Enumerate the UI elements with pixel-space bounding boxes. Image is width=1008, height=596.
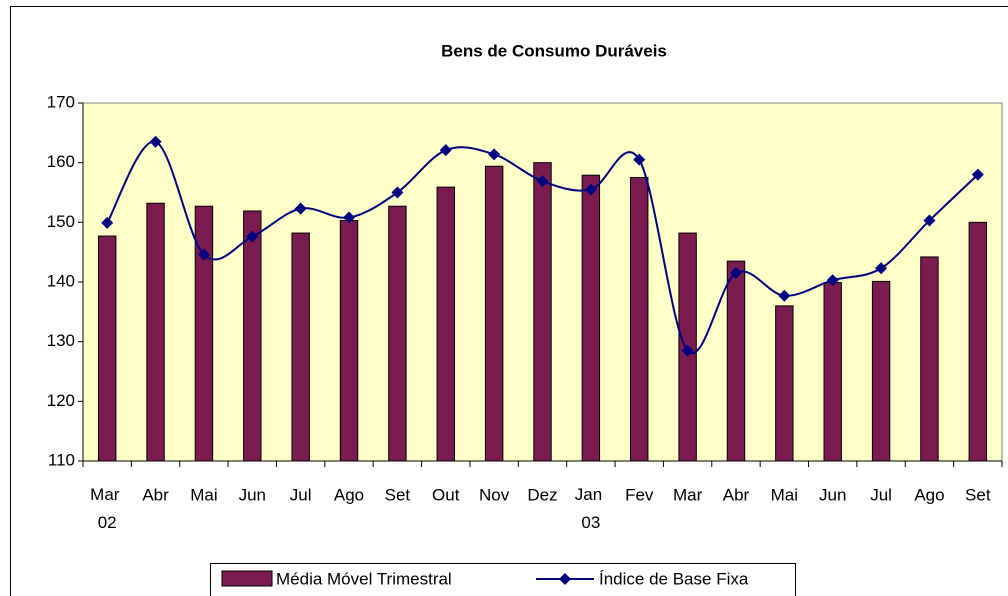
bar	[920, 256, 939, 462]
x-tick-label: Set	[385, 485, 411, 504]
bar	[243, 210, 262, 462]
x-tick-label: Fev	[625, 485, 654, 504]
marker	[681, 344, 694, 357]
marker	[923, 214, 936, 227]
marker	[971, 168, 984, 181]
marker	[778, 289, 791, 302]
bar	[823, 282, 842, 462]
legend-label: Média Móvel Trimestral	[276, 569, 452, 588]
bar	[146, 202, 165, 462]
legend-box	[210, 563, 796, 596]
x-tick-label: Ago	[914, 485, 944, 504]
marker	[439, 144, 452, 157]
x-tick-label: Mai	[771, 485, 798, 504]
y-tick-label: 120	[47, 391, 75, 410]
bar	[968, 221, 988, 462]
marker	[197, 248, 210, 261]
bar	[484, 165, 504, 462]
x-tick-label: Dez	[527, 485, 557, 504]
x-tick-label: Abr	[142, 485, 169, 504]
y-tick-label: 160	[47, 152, 75, 171]
x-tick-label: Abr	[723, 485, 750, 504]
y-tick-label: 150	[47, 212, 75, 231]
bar	[436, 186, 455, 462]
marker	[488, 148, 501, 161]
legend-marker	[559, 573, 571, 585]
x-tick-label: Jun	[239, 485, 266, 504]
y-tick-label: 110	[48, 450, 75, 469]
x-tick-label: Mar 02	[90, 485, 124, 532]
x-tick-label: Mar	[673, 485, 703, 504]
bar	[726, 260, 746, 462]
marker	[343, 211, 356, 224]
bar	[291, 232, 310, 462]
marker	[536, 175, 549, 188]
bar	[97, 235, 117, 462]
y-tick-label: 170	[47, 92, 75, 111]
line	[106, 140, 979, 355]
marker	[391, 186, 404, 199]
legend-swatch	[221, 570, 273, 587]
marker	[149, 135, 162, 148]
marker	[584, 183, 597, 196]
bar	[630, 177, 649, 462]
marker	[294, 202, 307, 215]
marker	[826, 274, 839, 287]
x-tick-label: Jul	[870, 485, 892, 504]
x-tick-label: Nov	[479, 485, 510, 504]
bar	[581, 174, 601, 462]
x-tick-label: Ago	[334, 485, 364, 504]
marker	[101, 216, 114, 229]
marker	[633, 153, 646, 166]
bar	[775, 305, 794, 462]
chart-title: Bens de Consumo Duráveis	[441, 41, 667, 60]
x-tick-label: Jun	[819, 485, 846, 504]
y-tick-label: 130	[47, 331, 75, 350]
x-tick-label: Set	[965, 485, 991, 504]
marker	[875, 262, 888, 275]
bar	[339, 220, 359, 462]
x-tick-label: Mai	[190, 485, 217, 504]
x-tick-label: Jul	[290, 485, 312, 504]
bar	[533, 162, 552, 462]
x-tick-label: Jan 03	[575, 485, 607, 532]
y-tick-label: 140	[47, 271, 75, 290]
bar	[388, 205, 407, 462]
marker	[729, 267, 742, 280]
x-tick-label: Out	[432, 485, 460, 504]
bar	[871, 280, 891, 462]
marker	[246, 230, 259, 243]
legend-label: Índice de Base Fixa	[599, 569, 749, 588]
